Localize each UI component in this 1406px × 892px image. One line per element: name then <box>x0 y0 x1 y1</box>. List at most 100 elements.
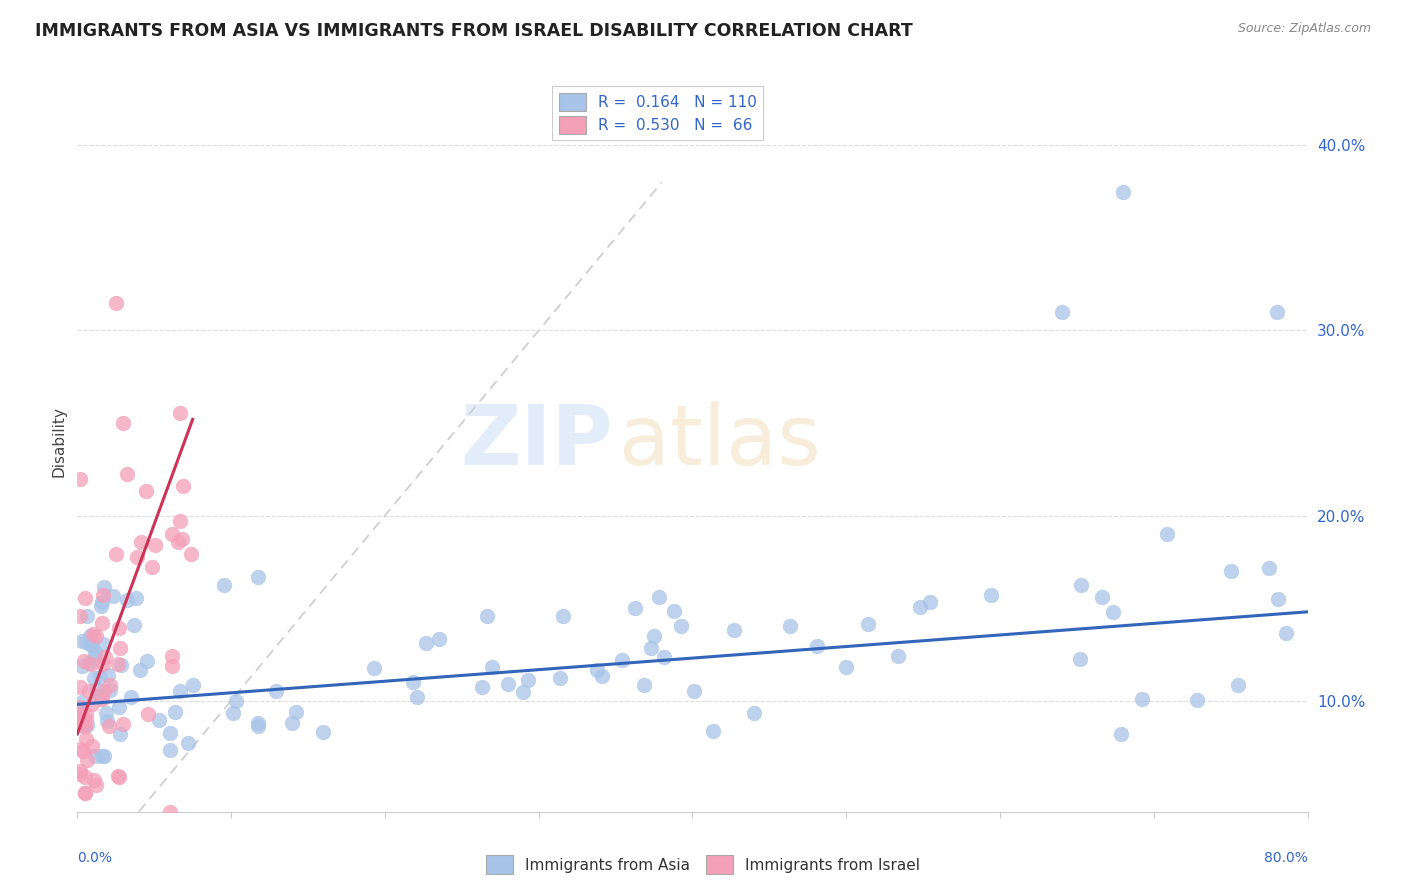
Point <box>1187 693 1209 707</box>
Point <box>212 577 235 591</box>
Point <box>141 560 163 574</box>
Point <box>517 673 540 687</box>
Point <box>76 718 98 732</box>
Point <box>124 591 146 606</box>
Point <box>84 778 107 792</box>
Point <box>75 706 97 721</box>
Point <box>159 805 181 819</box>
Point <box>702 723 724 738</box>
Point <box>591 669 613 683</box>
Point <box>107 700 129 714</box>
Point <box>73 719 96 733</box>
Point <box>110 658 132 673</box>
Point <box>477 608 499 623</box>
Legend: R =  0.164   N = 110, R =  0.530   N =  66: R = 0.164 N = 110, R = 0.530 N = 66 <box>553 87 763 140</box>
Point <box>83 772 105 787</box>
Point <box>73 654 96 668</box>
Point <box>84 749 107 764</box>
Point <box>481 660 503 674</box>
Point <box>79 629 101 643</box>
Point <box>86 630 108 644</box>
Point <box>90 692 112 706</box>
Point <box>101 589 124 603</box>
Point <box>643 629 665 643</box>
Point <box>136 654 159 668</box>
Point <box>723 623 745 637</box>
Point <box>115 593 138 607</box>
Point <box>1070 577 1092 591</box>
Point <box>167 535 190 549</box>
Y-axis label: Disability: Disability <box>51 406 66 477</box>
Point <box>89 690 111 704</box>
Point <box>90 691 112 706</box>
Point <box>69 718 91 732</box>
Point <box>70 701 93 715</box>
Point <box>1130 692 1153 706</box>
Point <box>177 736 200 750</box>
Point <box>107 657 129 671</box>
Point <box>84 645 107 659</box>
Point <box>120 690 142 704</box>
Point <box>80 657 103 671</box>
Point <box>72 719 94 733</box>
Point <box>79 656 101 670</box>
Point <box>72 743 94 757</box>
Legend: Immigrants from Asia, Immigrants from Israel: Immigrants from Asia, Immigrants from Is… <box>479 849 927 880</box>
Point <box>548 671 571 685</box>
Point <box>90 749 112 764</box>
Point <box>169 514 191 528</box>
Point <box>107 769 129 783</box>
Point <box>127 550 149 565</box>
Point <box>553 609 575 624</box>
Point <box>94 706 117 720</box>
Point <box>1156 527 1178 541</box>
Point <box>91 588 114 602</box>
Point <box>1267 591 1289 606</box>
Point <box>427 632 450 647</box>
Point <box>281 716 304 731</box>
Point <box>856 617 879 632</box>
Point <box>160 659 183 673</box>
Point <box>129 535 152 549</box>
Point <box>887 648 910 663</box>
Point <box>89 671 111 685</box>
Point <box>312 725 335 739</box>
Point <box>77 684 100 698</box>
Point <box>83 649 105 664</box>
Point <box>159 743 181 757</box>
Point <box>143 538 166 552</box>
Point <box>115 467 138 481</box>
Point <box>610 653 633 667</box>
Point <box>1109 727 1132 741</box>
Point <box>73 786 96 800</box>
Point <box>180 547 202 561</box>
Point <box>84 681 107 696</box>
Point <box>285 706 308 720</box>
Point <box>624 601 647 615</box>
Point <box>112 717 135 731</box>
Point <box>169 684 191 698</box>
Point <box>112 416 135 430</box>
Point <box>664 603 686 617</box>
Point <box>779 619 801 633</box>
Point <box>806 639 828 653</box>
Point <box>93 684 115 698</box>
Point <box>98 683 121 698</box>
Point <box>1050 305 1073 319</box>
Point <box>222 706 245 720</box>
Text: atlas: atlas <box>619 401 820 482</box>
Point <box>69 608 91 623</box>
Point <box>69 471 91 485</box>
Point <box>1275 626 1298 640</box>
Point <box>73 786 96 800</box>
Point <box>69 766 91 780</box>
Point <box>512 685 534 699</box>
Point <box>363 660 385 674</box>
Text: 0.0%: 0.0% <box>77 851 112 864</box>
Point <box>471 680 494 694</box>
Point <box>162 648 184 663</box>
Point <box>89 599 111 614</box>
Point <box>70 634 93 648</box>
Point <box>69 680 91 694</box>
Text: ZIP: ZIP <box>460 401 613 482</box>
